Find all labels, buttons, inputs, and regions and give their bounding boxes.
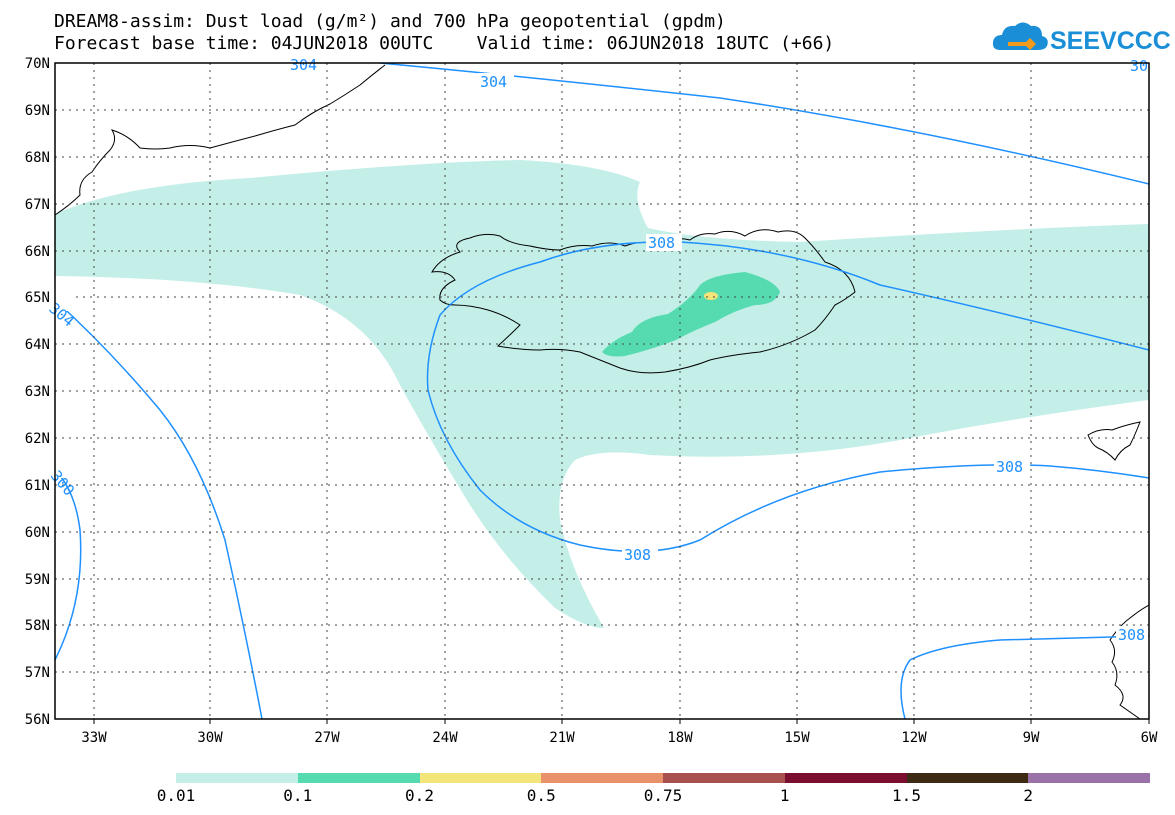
- contour-label-304-north: 304: [480, 73, 507, 91]
- contour-label-304-top: 304: [290, 56, 317, 74]
- lat-label: 56N: [25, 712, 50, 728]
- legend-label: 1.5: [892, 786, 921, 805]
- lon-label: 9W: [1023, 730, 1040, 746]
- lat-label: 61N: [25, 478, 50, 494]
- legend-swatch: [663, 773, 785, 783]
- lat-label: 64N: [25, 337, 50, 353]
- legend-swatch: [906, 773, 1029, 783]
- lon-label: 30W: [197, 730, 223, 746]
- dust-plume-low: [55, 160, 1149, 628]
- lat-label: 63N: [25, 384, 50, 400]
- lat-label: 60N: [25, 525, 50, 541]
- lon-label: 18W: [667, 730, 693, 746]
- dust-plume-mid: [602, 272, 780, 357]
- latitude-labels: 70N 69N 68N 67N 66N 65N 64N 63N 62N 61N …: [25, 56, 50, 728]
- lat-label: 57N: [25, 665, 50, 681]
- legend-swatch: [541, 773, 663, 783]
- color-legend: [176, 773, 1150, 783]
- contour-label-308-iceland: 308: [648, 234, 675, 252]
- contour-308-southeast: [900, 635, 1149, 719]
- lat-label: 69N: [25, 103, 50, 119]
- faroe-shetland-coast: [1087, 421, 1141, 461]
- lon-label: 33W: [81, 730, 107, 746]
- lat-label: 70N: [25, 56, 50, 72]
- lat-label: 58N: [25, 618, 50, 634]
- lon-label: 27W: [314, 730, 340, 746]
- title-line-2: Forecast base time: 04JUN2018 00UTC Vali…: [54, 33, 835, 54]
- legend-swatch: [784, 773, 907, 783]
- coastlines: [55, 64, 1149, 719]
- norway-coast: [1109, 604, 1149, 719]
- lat-label: 65N: [25, 290, 50, 306]
- legend-label: 0.1: [283, 786, 313, 805]
- contour-label-308-southeast: 308: [1118, 626, 1145, 644]
- lon-label: 24W: [432, 730, 458, 746]
- longitude-labels: 33W 30W 27W 24W 21W 18W 15W 12W 9W 6W: [81, 730, 1158, 746]
- lon-label: 21W: [549, 730, 575, 746]
- legend-swatch: [176, 773, 298, 783]
- seevccc-logo: SEEVCCC: [990, 16, 1171, 62]
- legend-label: 0.75: [643, 786, 683, 805]
- cloud-icon: SEEVCCC: [992, 22, 1171, 55]
- geopotential-contours: [55, 63, 1149, 719]
- legend-label: 0.5: [526, 786, 556, 805]
- contour-labels: 304 304 30 304 308 308 308 308 300: [44, 56, 1148, 644]
- lat-label: 68N: [25, 150, 50, 166]
- contour-304-north: [379, 63, 1149, 185]
- lon-label: 12W: [901, 730, 927, 746]
- lon-label: 15W: [784, 730, 810, 746]
- contour-label-308-south: 308: [624, 546, 651, 564]
- dust-plume-high: [704, 292, 718, 300]
- contour-308-main: [426, 241, 1149, 553]
- contour-304-west: [55, 299, 263, 719]
- tick-marks: [93, 719, 1150, 724]
- contour-label-308-east: 308: [996, 458, 1023, 476]
- contour-300: [55, 469, 82, 661]
- legend-label: 1: [779, 786, 790, 805]
- legend-label: 0.2: [405, 786, 434, 805]
- legend-swatch: [297, 773, 420, 783]
- iceland-coast: [431, 229, 856, 374]
- lon-label: 6W: [1141, 730, 1158, 746]
- lat-label: 62N: [25, 431, 50, 447]
- legend-label: 2: [1023, 786, 1034, 805]
- lat-label: 66N: [25, 244, 50, 260]
- lat-label: 59N: [25, 572, 50, 588]
- lat-label: 67N: [25, 197, 50, 213]
- legend-swatch: [1028, 773, 1150, 783]
- logo-text: SEEVCCC: [1050, 27, 1170, 55]
- map-frame: [54, 62, 1150, 720]
- legend-label: 0.01: [156, 786, 196, 805]
- gridlines: [55, 63, 1149, 719]
- contour-label-30-edge: 30: [1130, 57, 1148, 75]
- legend-swatch: [419, 773, 542, 783]
- greenland-coast: [55, 64, 386, 216]
- title-line-1: DREAM8-assim: Dust load (g/m²) and 700 h…: [54, 11, 726, 32]
